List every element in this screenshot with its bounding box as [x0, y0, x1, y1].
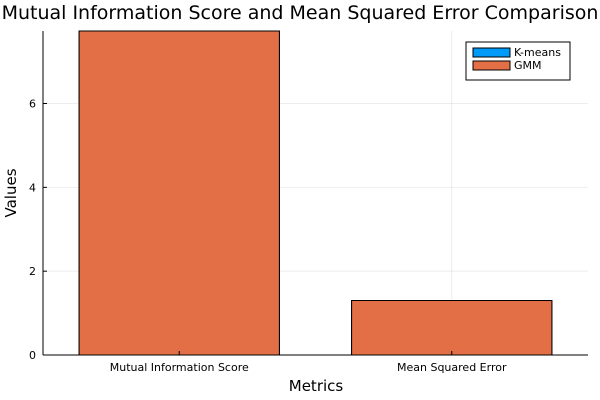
y-tick-label: 0: [29, 349, 36, 362]
legend-swatch: [472, 60, 511, 71]
y-tick-label: 4: [29, 181, 36, 194]
axes: [42, 31, 588, 356]
x-axis-label: Metrics: [289, 377, 344, 395]
x-tick-label: Mutual Information Score: [110, 361, 249, 374]
legend-label: K-means: [514, 46, 561, 59]
y-axis-label: Values: [2, 168, 20, 217]
bars: [78, 30, 553, 356]
y-ticks: 0 2 4 6: [29, 98, 47, 362]
legend-label: GMM: [514, 59, 542, 72]
bar-gmm-0: [78, 30, 280, 356]
x-ticks: Mutual Information Score Mean Squared Err…: [110, 351, 507, 374]
y-tick-label: 6: [29, 98, 36, 111]
y-tick-label: 2: [29, 265, 36, 278]
legend-swatch: [472, 47, 511, 58]
bar-gmm-1: [351, 300, 553, 356]
x-tick-label: Mean Squared Error: [397, 361, 507, 374]
chart-title: Mutual Information Score and Mean Square…: [2, 2, 599, 24]
